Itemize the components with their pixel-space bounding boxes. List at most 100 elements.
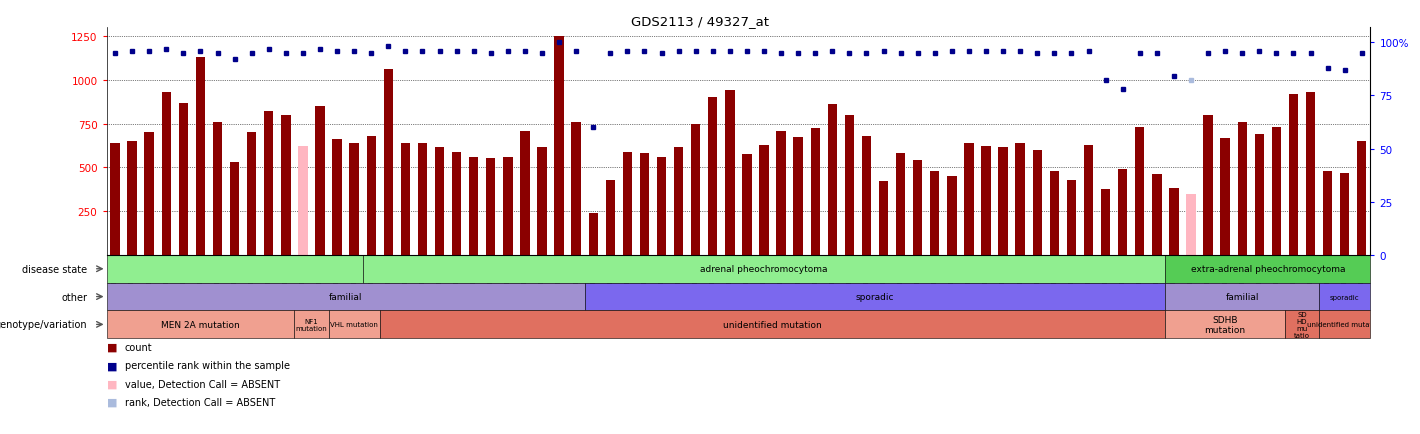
Bar (692, 124, 700, 255)
Text: other: other (61, 292, 88, 302)
Bar (106, 283, 585, 311)
Text: value, Detection Call = ABSENT: value, Detection Call = ABSENT (125, 379, 280, 388)
Text: sporadic: sporadic (1331, 294, 1359, 300)
Bar (520, 131, 530, 255)
Bar (1306, 93, 1315, 255)
Bar (1032, 151, 1042, 255)
Bar (605, 180, 615, 255)
Bar (537, 148, 547, 255)
Text: ■: ■ (106, 397, 116, 407)
Bar (862, 137, 872, 255)
Bar (726, 91, 734, 255)
Bar (623, 152, 632, 255)
Bar (417, 144, 427, 255)
Text: unidentified mutation: unidentified mutation (723, 320, 822, 329)
Bar (1340, 173, 1349, 255)
Bar (743, 155, 751, 255)
Bar (452, 152, 462, 255)
Bar (1166, 255, 1370, 283)
Bar (315, 107, 325, 255)
Bar (264, 112, 274, 255)
Bar (828, 105, 836, 255)
Bar (328, 311, 379, 339)
Bar (281, 115, 291, 255)
Bar (106, 311, 294, 339)
Text: ■: ■ (106, 361, 116, 370)
Bar (913, 161, 923, 255)
Bar (1135, 128, 1145, 255)
Text: rank, Detection Call = ABSENT: rank, Detection Call = ABSENT (125, 397, 275, 407)
Bar (1285, 311, 1319, 339)
Bar (366, 137, 376, 255)
Bar (213, 122, 222, 255)
Text: NF1
mutation: NF1 mutation (295, 318, 328, 331)
Bar (1220, 138, 1230, 255)
Text: count: count (125, 342, 152, 352)
Bar (1203, 115, 1213, 255)
Bar (1323, 171, 1332, 255)
Bar (179, 103, 187, 255)
Text: sporadic: sporadic (856, 293, 895, 301)
Text: adrenal pheochromocytoma: adrenal pheochromocytoma (700, 265, 828, 273)
Bar (1186, 194, 1196, 255)
Bar (1319, 283, 1370, 311)
Bar (964, 144, 974, 255)
Bar (794, 138, 802, 255)
Bar (106, 255, 362, 283)
Text: VHL mutation: VHL mutation (331, 322, 378, 328)
Bar (1166, 311, 1285, 339)
Bar (379, 311, 1166, 339)
Text: genotype/variation: genotype/variation (0, 320, 88, 330)
Text: unidentified mutation: unidentified mutation (1306, 322, 1383, 328)
Bar (1015, 144, 1025, 255)
Text: percentile rank within the sample: percentile rank within the sample (125, 361, 290, 370)
Bar (1272, 128, 1281, 255)
Bar (657, 158, 666, 255)
Text: MEN 2A mutation: MEN 2A mutation (160, 320, 240, 329)
Text: familial: familial (329, 293, 362, 301)
Bar (1255, 135, 1264, 255)
Bar (294, 311, 328, 339)
Bar (145, 133, 153, 255)
Bar (588, 214, 598, 255)
Bar (230, 163, 240, 255)
Title: GDS2113 / 49327_at: GDS2113 / 49327_at (632, 15, 770, 28)
Bar (196, 58, 204, 255)
Bar (571, 122, 581, 255)
Bar (1358, 142, 1366, 255)
Bar (1169, 189, 1179, 255)
Bar (362, 255, 1166, 283)
Bar (1166, 283, 1319, 311)
Bar (981, 147, 991, 255)
Bar (777, 131, 785, 255)
Bar (1237, 122, 1247, 255)
Bar (332, 140, 342, 255)
Bar (1152, 175, 1162, 255)
Bar (1083, 146, 1093, 255)
Bar (930, 171, 940, 255)
Bar (383, 70, 393, 255)
Bar (469, 158, 479, 255)
Bar (1118, 170, 1127, 255)
Bar (1319, 311, 1370, 339)
Bar (674, 148, 683, 255)
Bar (298, 147, 308, 255)
Text: SDHB
mutation: SDHB mutation (1204, 315, 1245, 334)
Bar (879, 182, 889, 255)
Bar (349, 144, 359, 255)
Bar (1289, 95, 1298, 255)
Bar (162, 93, 170, 255)
Bar (247, 133, 257, 255)
Text: extra-adrenal pheochromocytoma: extra-adrenal pheochromocytoma (1190, 265, 1345, 273)
Bar (896, 154, 906, 255)
Bar (1066, 180, 1076, 255)
Bar (486, 158, 496, 255)
Text: disease state: disease state (23, 264, 88, 274)
Bar (400, 144, 410, 255)
Bar (947, 177, 957, 255)
Bar (640, 154, 649, 255)
Bar (503, 158, 513, 255)
Bar (998, 148, 1008, 255)
Bar (709, 98, 717, 255)
Bar (845, 115, 853, 255)
